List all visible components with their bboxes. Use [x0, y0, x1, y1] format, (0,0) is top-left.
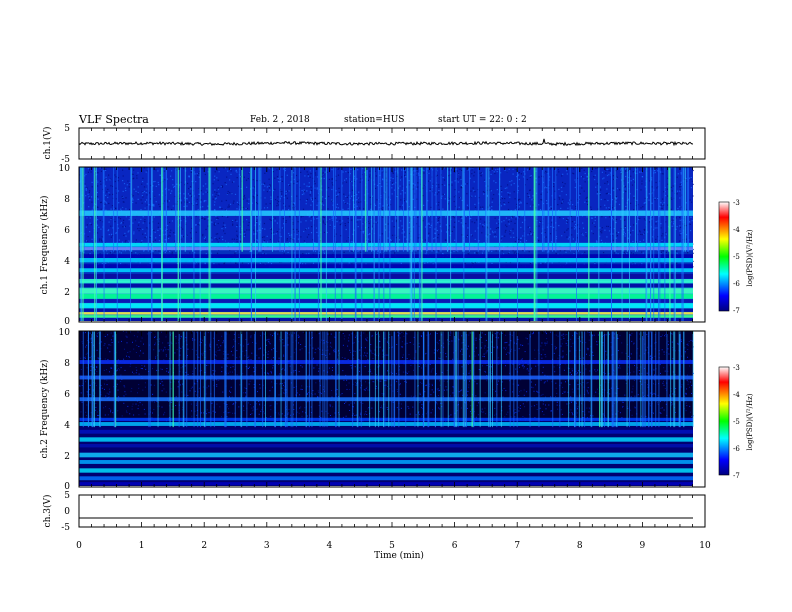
ch2-colorbar: -3 -4 -5 -6 -7 log(PSD)(V²/Hz): [718, 364, 754, 480]
ch1-cbar-tick-m5: -5: [733, 253, 740, 261]
time-axis-tick-label: 4: [327, 541, 333, 551]
ch2-ytick-8: 8: [64, 359, 70, 369]
ch1-spectrogram-image: [79, 167, 694, 321]
ch1-colorbar: -3 -4 -5 -6 -7 log(PSD)(V²/Hz): [718, 199, 754, 315]
ch1-colorbar-label: log(PSD)(V²/Hz): [746, 229, 754, 286]
ch2-cbar-tick-m6: -6: [733, 445, 740, 453]
ch1-ytick-top: 5: [64, 124, 70, 134]
time-axis-tick-label: 9: [640, 541, 646, 551]
ch3-ytick-top: 5: [64, 491, 70, 501]
ch1-spectrogram-ylabel: ch.1 Frequency (kHz): [39, 196, 50, 295]
time-axis-tick-label: 7: [514, 541, 520, 551]
ch2-spectrogram-image: [79, 331, 694, 486]
ch2-cbar-tick-m5: -5: [733, 418, 740, 426]
ch2-ytick-10: 10: [59, 328, 71, 338]
ch2-ytick-0: 0: [64, 482, 70, 492]
ch1-waveform-ylabel: ch.1(V): [42, 127, 53, 160]
ch1-cbar-tick-m3: -3: [733, 199, 740, 207]
ch3-ytick-bottom: -5: [61, 523, 70, 533]
ch2-spectrogram-ticks: [78, 331, 706, 487]
ch2-cbar-tick-m4: -4: [733, 391, 740, 399]
ch1-cbar-tick-m6: -6: [733, 280, 740, 288]
ch3-ytick-mid: 0: [64, 507, 70, 517]
ch2-colorbar-label: log(PSD)(V²/Hz): [746, 393, 754, 450]
time-axis-tick-label: 5: [389, 541, 395, 551]
ch2-ytick-6: 6: [64, 390, 70, 400]
time-axis-tick-labels: 0 1 2 3 4 5 6 7 8 9 10: [76, 541, 711, 551]
header-station: station=HUS: [344, 115, 404, 125]
ch1-ytick-2: 2: [64, 288, 70, 298]
ch2-spectrogram-ylabel: ch.2 Frequency (kHz): [39, 360, 50, 459]
header-start-ut: start UT = 22: 0 : 2: [438, 115, 527, 125]
ch1-waveform-line: [78, 138, 694, 147]
ch3-waveform-ticks: [78, 495, 706, 527]
ch2-cbar-tick-m3: -3: [733, 364, 740, 372]
ch1-ytick-8: 8: [64, 195, 70, 205]
panel-ch1-spectrogram: 0 2 4 6 8 10 ch.1 Frequency (kHz): [39, 164, 706, 327]
figure-title: VLF Spectra: [78, 113, 149, 126]
panel-ch1-waveform: 5 -5 ch.1(V): [42, 124, 706, 165]
ch1-ytick-4: 4: [64, 257, 70, 267]
ch1-ytick-10: 10: [59, 164, 71, 174]
ch2-ytick-2: 2: [64, 452, 70, 462]
time-axis-tick-label: 1: [139, 541, 145, 551]
time-axis-tick-label: 3: [264, 541, 270, 551]
time-axis-tick-label: 8: [577, 541, 583, 551]
panel-ch2-spectrogram: 0 2 4 6 8 10 ch.2 Frequency (kHz): [39, 328, 706, 492]
header-date: Feb. 2 , 2018: [250, 115, 310, 125]
ch1-ytick-bottom: -5: [61, 155, 70, 165]
time-axis-label: Time (min): [374, 550, 424, 561]
time-axis-tick-label: 0: [76, 541, 82, 551]
time-axis-tick-label: 10: [699, 541, 711, 551]
ch1-cbar-tick-m4: -4: [733, 226, 740, 234]
ch1-ytick-6: 6: [64, 226, 70, 236]
time-axis-tick-label: 6: [452, 541, 458, 551]
ch1-spectrogram-ticks: [78, 167, 706, 322]
panel-ch3-waveform: 5 0 -5 ch.3(V) 0 1 2 3 4 5 6 7 8 9 10 Time (min): [42, 491, 711, 561]
ch1-cbar-tick-m7: -7: [733, 307, 740, 315]
ch2-ytick-4: 4: [64, 421, 70, 431]
time-axis-tick-label: 2: [201, 541, 207, 551]
ch1-waveform-ticks: [78, 128, 706, 159]
ch2-cbar-tick-m7: -7: [733, 472, 740, 480]
ch1-ytick-0: 0: [64, 317, 70, 327]
ch3-waveform-ylabel: ch.3(V): [42, 495, 53, 528]
